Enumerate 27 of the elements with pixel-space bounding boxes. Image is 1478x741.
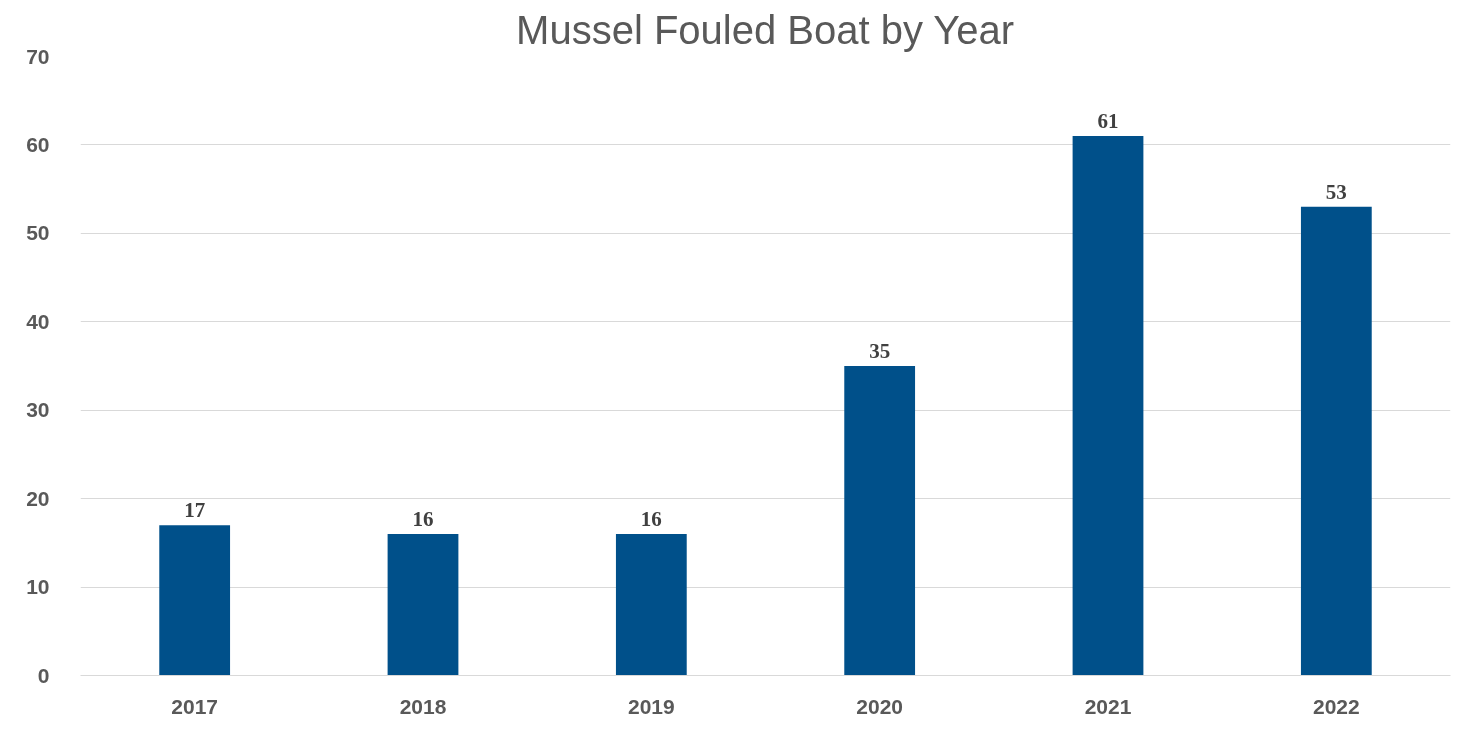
x-tick-label: 2021: [1084, 694, 1132, 718]
x-tick-label: 2019: [627, 694, 675, 718]
bar: [159, 525, 231, 676]
data-label: 16: [640, 507, 662, 532]
data-label: 61: [1097, 109, 1119, 134]
y-tick-label: 30: [26, 398, 50, 422]
y-tick-label: 50: [26, 221, 50, 245]
data-label: 17: [184, 498, 206, 523]
y-tick-label: 40: [26, 309, 50, 333]
y-tick-label: 70: [26, 44, 50, 68]
y-tick-label: 0: [37, 663, 50, 687]
y-tick-label: 60: [26, 132, 50, 156]
x-tick-label: 2020: [856, 694, 904, 718]
x-tick-label: 2022: [1312, 694, 1360, 718]
x-tick-label: 2017: [171, 694, 219, 718]
y-tick-label: 20: [26, 486, 50, 510]
bar: [615, 534, 687, 676]
chart-title: Mussel Fouled Boat by Year: [516, 7, 1015, 52]
data-label: 35: [869, 339, 891, 363]
bar: [844, 366, 916, 676]
data-label: 53: [1325, 179, 1347, 204]
x-tick-label: 2018: [399, 694, 447, 718]
bar: [1300, 206, 1372, 676]
bar: [1072, 136, 1144, 676]
bar: [387, 534, 459, 676]
y-tick-label: 10: [26, 575, 50, 599]
data-label: 16: [412, 507, 434, 532]
